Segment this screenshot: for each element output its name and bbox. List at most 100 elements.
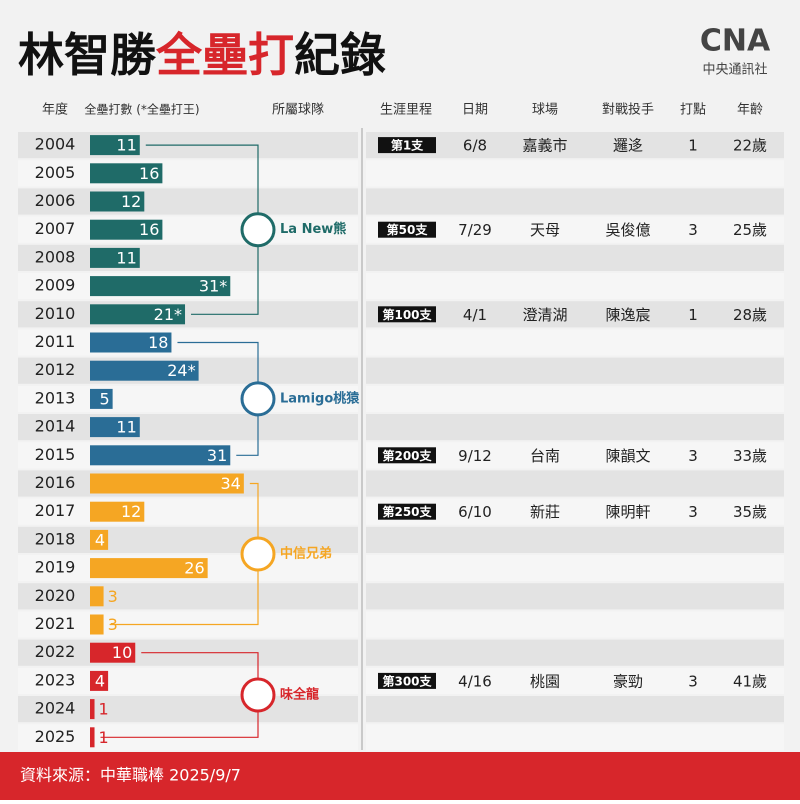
milestone-cell: 3 — [688, 447, 698, 465]
milestone-badge — [378, 137, 436, 154]
milestone-cell: 25歲 — [733, 221, 767, 239]
bar — [90, 699, 95, 720]
row-band — [366, 696, 784, 723]
milestone-cell: 1 — [688, 137, 698, 155]
logo-mark: CNA — [700, 24, 771, 59]
value-label: 31 — [207, 446, 227, 465]
row-band — [366, 329, 784, 356]
row-band — [366, 244, 784, 271]
row-band — [18, 216, 358, 243]
team-name: 中信兄弟 — [280, 546, 332, 562]
value-label: 11 — [116, 418, 136, 437]
row-band — [366, 526, 784, 553]
row-band — [366, 470, 784, 497]
bar — [90, 586, 104, 607]
row-band — [18, 244, 358, 271]
milestone-badge — [378, 447, 436, 464]
bar — [90, 135, 140, 156]
milestone: 第300支 — [382, 673, 432, 688]
year-label: 2013 — [35, 388, 76, 407]
milestone-cell: 35歲 — [733, 503, 767, 521]
milestone-cell: 7/29 — [458, 221, 492, 239]
milestone: 第1支 — [391, 138, 424, 153]
row-band — [18, 160, 358, 187]
bar — [90, 276, 231, 297]
row-band — [366, 273, 784, 300]
value-label: 4 — [95, 671, 105, 690]
value-label: 12 — [121, 192, 141, 211]
milestone: 第250支 — [382, 504, 432, 519]
bar — [90, 163, 163, 184]
year-label: 2023 — [35, 670, 76, 689]
bar — [90, 417, 140, 438]
year-label: 2022 — [35, 642, 76, 661]
milestone-cell: 33歲 — [733, 447, 767, 465]
milestone-badge — [378, 503, 436, 520]
milestone-badge — [378, 672, 436, 689]
column-header: 對戰投手 — [602, 102, 654, 118]
column-header: 全壘打數 (*全壘打王) — [84, 102, 199, 117]
milestone-badge — [378, 306, 436, 323]
value-label: 26 — [184, 559, 204, 578]
milestone-cell: 9/12 — [458, 447, 492, 465]
milestone-cell: 6/8 — [463, 137, 487, 155]
row-band — [18, 498, 358, 525]
logo-name: 中央通訊社 — [702, 62, 767, 78]
value-label: 11 — [116, 248, 136, 267]
row-band — [366, 724, 784, 751]
year-label: 2008 — [35, 247, 76, 266]
bar — [90, 304, 186, 325]
row-band — [18, 696, 358, 723]
footer-bar — [0, 752, 800, 800]
milestone-cell: 4/16 — [458, 672, 492, 690]
year-label: 2012 — [35, 360, 76, 379]
team-name: 味全龍 — [280, 687, 319, 703]
milestone-cell: 3 — [688, 503, 698, 521]
column-header: 年齡 — [737, 103, 763, 118]
value-label: 24* — [167, 361, 195, 380]
value-label: 16 — [139, 220, 159, 239]
value-label: 34 — [220, 474, 240, 493]
row-band — [366, 357, 784, 384]
year-label: 2021 — [35, 614, 76, 633]
row-band — [18, 301, 358, 328]
bar — [90, 614, 104, 635]
milestone-cell: 41歲 — [733, 672, 767, 690]
milestone-cell: 邏迻 — [613, 137, 643, 155]
year-label: 2009 — [35, 276, 76, 295]
milestone-cell: 陳明軒 — [605, 503, 650, 521]
milestone-badge — [378, 221, 436, 238]
year-label: 2007 — [35, 219, 76, 238]
column-header: 年度 — [42, 102, 68, 118]
value-label: 12 — [121, 502, 141, 521]
title-part: 林智勝 — [18, 28, 157, 82]
bar — [90, 247, 140, 268]
year-label: 2014 — [35, 417, 76, 436]
bar — [90, 501, 145, 522]
bar — [90, 473, 244, 494]
milestone-cell: 台南 — [530, 447, 560, 465]
milestone-cell: 22歲 — [733, 137, 767, 155]
year-label: 2025 — [35, 727, 76, 746]
milestone-cell: 天母 — [530, 221, 560, 239]
team-name: La New熊 — [280, 221, 346, 237]
row-band — [18, 526, 358, 553]
milestone-cell: 陳逸宸 — [605, 306, 650, 324]
bar — [90, 670, 109, 691]
column-header: 日期 — [462, 103, 488, 118]
source: 資料來源：中華職棒 2025/9/7 — [20, 766, 241, 785]
value-label: 10 — [112, 643, 132, 662]
milestone-cell: 桃園 — [530, 672, 560, 690]
title-part: 紀錄 — [294, 28, 386, 82]
year-label: 2004 — [35, 135, 76, 154]
bar — [90, 642, 136, 663]
year-label: 2020 — [35, 586, 76, 605]
value-label: 18 — [148, 333, 168, 352]
bar — [90, 388, 113, 409]
year-label: 2017 — [35, 501, 76, 520]
bar — [90, 727, 95, 748]
bar — [90, 360, 199, 381]
row-band — [18, 667, 358, 694]
value-label: 31* — [199, 277, 227, 296]
value-label: 1 — [99, 700, 109, 719]
